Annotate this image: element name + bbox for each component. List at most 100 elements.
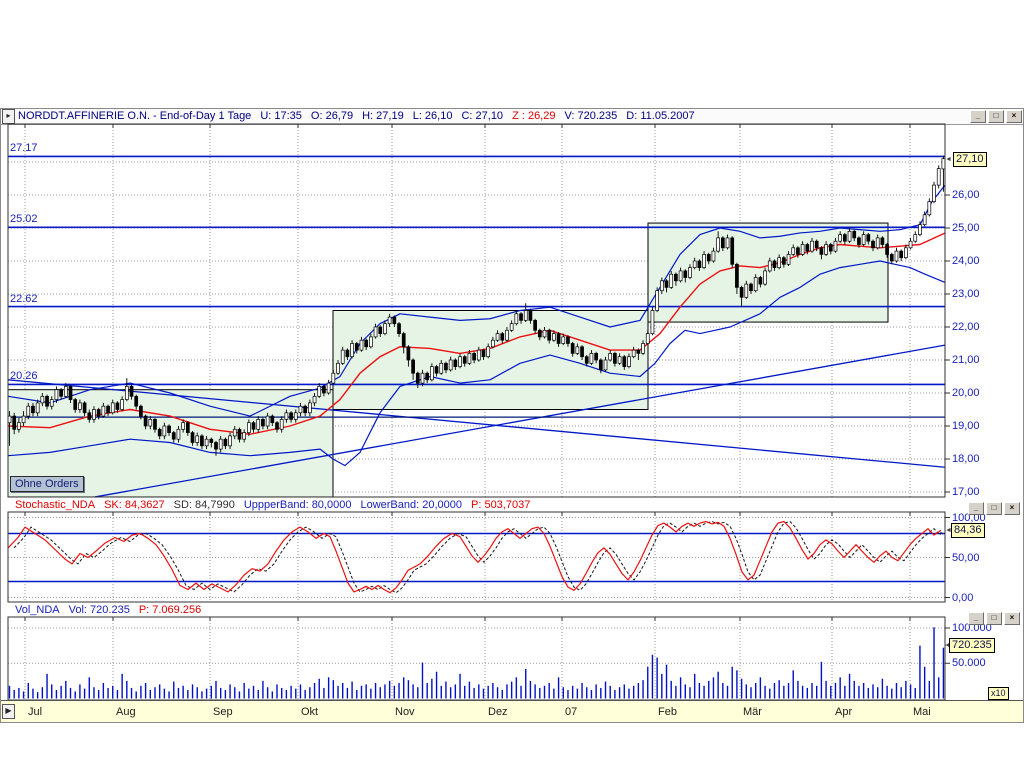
candlestick	[659, 280, 664, 292]
candlestick	[486, 346, 491, 358]
candlestick	[462, 356, 467, 364]
candlestick	[476, 349, 481, 361]
candlestick	[589, 353, 594, 364]
volume-minimize-button[interactable]: _	[968, 612, 984, 625]
time-axis-scroll-button[interactable]: ▶	[2, 704, 15, 719]
month-label: 07	[565, 706, 578, 718]
candlestick	[31, 405, 35, 414]
candlestick	[293, 412, 298, 420]
candlestick	[336, 362, 340, 374]
candlestick	[749, 283, 753, 292]
candlestick	[523, 310, 528, 321]
candlestick	[270, 415, 275, 424]
candlestick	[106, 405, 110, 414]
stochastic-close-button[interactable]: ×	[1004, 502, 1020, 515]
candlestick	[115, 402, 120, 410]
candlestick	[420, 372, 425, 384]
candlestick	[505, 329, 509, 341]
candlestick	[552, 333, 556, 341]
candlestick	[932, 184, 936, 202]
candlestick	[331, 372, 336, 384]
candlestick	[467, 353, 472, 364]
candlestick	[354, 343, 359, 351]
price-axis-label: 25,00	[952, 222, 980, 234]
price-level-label: 20.26	[10, 370, 38, 383]
candlestick	[387, 316, 392, 325]
candlestick	[87, 412, 92, 420]
pane-border	[7, 123, 946, 498]
candlestick	[434, 366, 439, 374]
candlestick	[171, 432, 176, 440]
chart-window-titlebar: ▸ NORDDT.AFFINERIE O.N. - End-of-Day 1 T…	[0, 108, 1024, 125]
stochastic-header: Stochastic_NDA SK: 84,3627 SD: 84,7990 Uppp…	[15, 499, 539, 511]
candlestick	[59, 389, 63, 397]
candlestick	[556, 333, 561, 344]
bollinger-lower-band	[7, 260, 946, 467]
ohne-orders-button[interactable]: Ohne Orders	[10, 476, 84, 492]
candlestick	[631, 349, 636, 358]
candlestick	[744, 283, 749, 298]
candlestick	[369, 336, 373, 348]
candlestick	[622, 356, 627, 367]
candlestick	[383, 323, 387, 334]
candlestick	[134, 395, 139, 407]
title-segment: L: 26,10	[412, 110, 453, 122]
candlestick	[284, 412, 289, 420]
month-label: Apr	[835, 706, 853, 718]
stochastic-value-arrow-icon: ◄	[945, 527, 952, 534]
volume-close-button[interactable]: ×	[1004, 612, 1020, 625]
title-segment: NORDDT.AFFINERIE O.N. - End-of-Day 1 Tag…	[18, 110, 252, 122]
volume-maximize-button[interactable]: □	[986, 612, 1002, 625]
candlestick	[603, 359, 608, 371]
candlestick	[68, 386, 73, 400]
candlestick	[739, 287, 744, 298]
candlestick	[716, 237, 720, 252]
candlestick	[936, 168, 941, 186]
candlestick	[838, 234, 843, 242]
price-axis-label: 22,00	[952, 321, 980, 333]
candlestick	[326, 382, 331, 394]
month-label: Nov	[395, 706, 415, 718]
candlestick	[500, 333, 505, 341]
title-segment: D: 11.05.2007	[626, 110, 695, 122]
candlestick	[730, 237, 735, 265]
candlestick	[378, 326, 383, 334]
volume-window-controls: _ □ ×	[968, 612, 1020, 625]
candlestick	[232, 428, 237, 437]
candlestick	[871, 240, 875, 249]
candlestick	[242, 432, 246, 440]
month-label: Mär	[743, 706, 762, 718]
candlestick	[885, 244, 889, 255]
candlestick	[833, 240, 838, 252]
candlestick	[237, 428, 242, 440]
candlestick	[584, 356, 589, 364]
candlestick	[645, 333, 650, 344]
candlestick	[21, 415, 26, 424]
candlestick	[228, 435, 232, 447]
price-axis-label: 19,00	[952, 420, 980, 432]
candlestick	[92, 409, 96, 420]
candlestick	[425, 372, 430, 381]
main-minimize-button[interactable]: _	[970, 110, 986, 123]
candlestick	[209, 438, 214, 443]
main-close-button[interactable]: ×	[1006, 110, 1022, 123]
candlestick	[697, 260, 702, 268]
price-axis-label: 17,00	[952, 486, 980, 498]
candlestick	[124, 386, 129, 400]
candlestick	[153, 419, 157, 430]
month-label: Aug	[116, 706, 136, 718]
candlestick	[763, 270, 767, 285]
time-axis-strip: ▶ Jul Aug Sep Okt Nov Dez 07 Feb Mär Apr Mai	[0, 700, 1024, 723]
stochastic-value-tag: 84,36	[951, 523, 985, 538]
candlestick	[495, 333, 500, 341]
candlestick	[810, 240, 814, 252]
candlestick	[786, 254, 791, 265]
stochastic-header-segment: UppperBand: 80,0000	[243, 499, 352, 511]
candlestick	[796, 247, 800, 255]
candlestick	[767, 260, 772, 272]
stochastic-minimize-button[interactable]: _	[968, 502, 984, 515]
price-level-label: 22.62	[10, 292, 38, 305]
candlestick	[359, 339, 364, 351]
stochastic-maximize-button[interactable]: □	[986, 502, 1002, 515]
main-maximize-button[interactable]: □	[988, 110, 1004, 123]
